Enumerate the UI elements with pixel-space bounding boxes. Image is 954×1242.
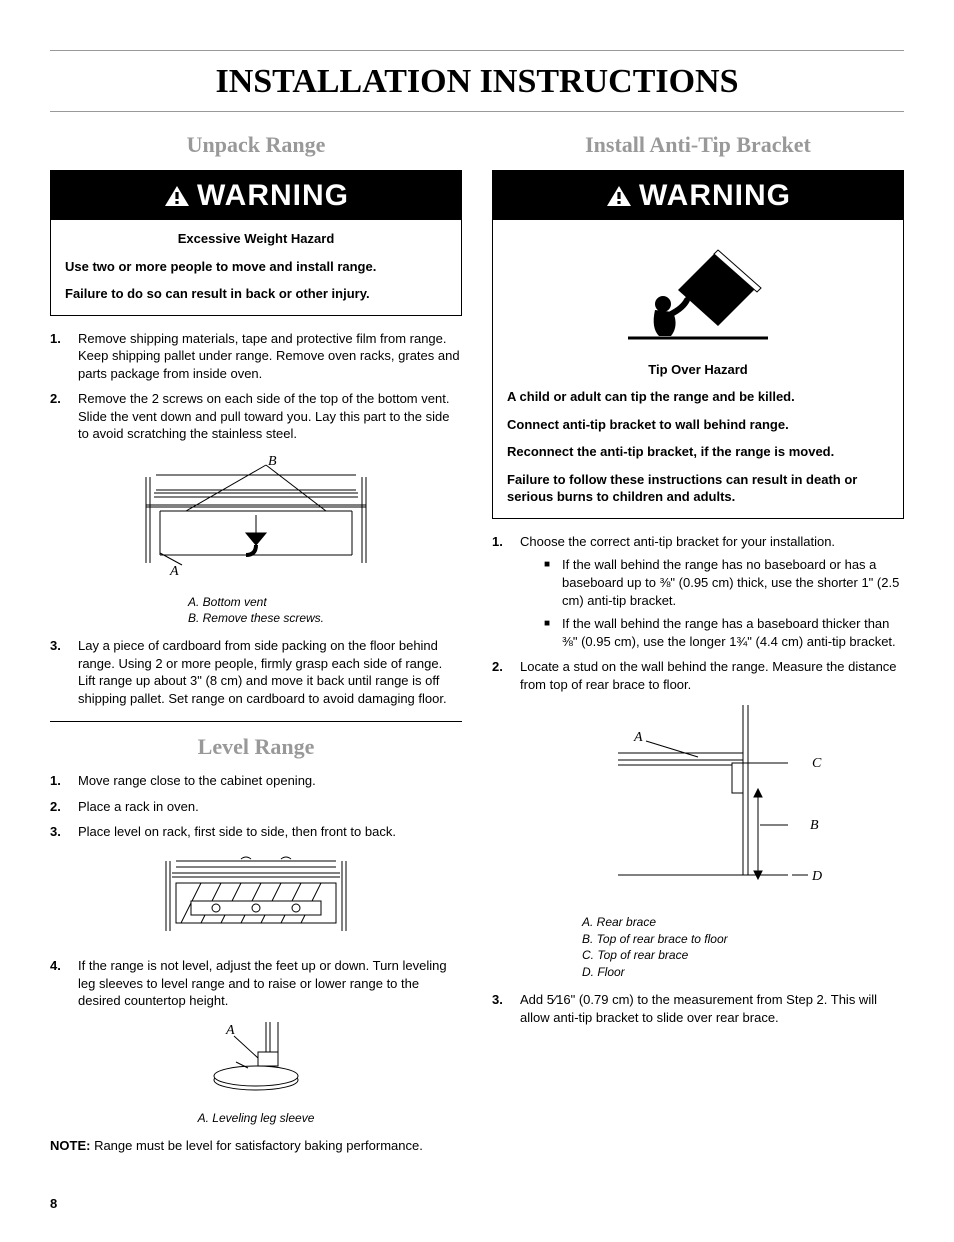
fig3-label-a: A bbox=[225, 1023, 235, 1038]
antitip-step-1: Choose the correct anti-tip bracket for … bbox=[492, 533, 904, 650]
antitip-steps: Choose the correct anti-tip bracket for … bbox=[492, 533, 904, 693]
antitip-steps-cont: Add 5⁄16" (0.79 cm) to the measurement f… bbox=[492, 991, 904, 1026]
page-number: 8 bbox=[50, 1195, 904, 1213]
brace-cap-d: D. Floor bbox=[582, 965, 625, 979]
antitip-bullet-2: If the wall behind the range has a baseb… bbox=[544, 615, 904, 650]
unpack-steps: Remove shipping materials, tape and prot… bbox=[50, 330, 462, 443]
hazard-line-1: Use two or more people to move and insta… bbox=[65, 258, 447, 276]
top-rule bbox=[50, 50, 904, 51]
warning-banner-right: WARNING bbox=[492, 170, 904, 221]
level-range-heading: Level Range bbox=[50, 732, 462, 762]
unpack-step-3: Lay a piece of cardboard from side packi… bbox=[50, 637, 462, 707]
tip-over-illustration bbox=[507, 230, 889, 361]
level-steps: Move range close to the cabinet opening.… bbox=[50, 772, 462, 841]
rear-brace-caption: A. Rear brace B. Top of rear brace to fl… bbox=[582, 914, 728, 981]
svg-text:A: A bbox=[633, 730, 643, 745]
tip-hazard-title: Tip Over Hazard bbox=[507, 361, 889, 379]
bottom-vent-svg: B A bbox=[126, 455, 386, 585]
brace-cap-a: A. Rear brace bbox=[582, 915, 656, 929]
rear-brace-svg: A C B D bbox=[548, 705, 848, 905]
svg-text:C: C bbox=[812, 756, 822, 771]
page-title: INSTALLATION INSTRUCTIONS bbox=[50, 59, 904, 105]
unpack-steps-cont: Lay a piece of cardboard from side packi… bbox=[50, 637, 462, 707]
leveling-leg-svg: A bbox=[186, 1022, 326, 1102]
note-text: Range must be level for satisfactory bak… bbox=[90, 1138, 422, 1153]
level-step-3: Place level on rack, first side to side,… bbox=[50, 823, 462, 841]
unpack-range-heading: Unpack Range bbox=[50, 130, 462, 160]
fig3-caption: A. Leveling leg sleeve bbox=[198, 1110, 315, 1127]
level-step-1: Move range close to the cabinet opening. bbox=[50, 772, 462, 790]
left-column: Unpack Range WARNING Excessive Weight Ha… bbox=[50, 130, 462, 1155]
antitip-step-2: Locate a stud on the wall behind the ran… bbox=[492, 658, 904, 693]
warning-triangle-icon bbox=[163, 184, 191, 208]
unpack-step-1: Remove shipping materials, tape and prot… bbox=[50, 330, 462, 383]
warning-box-left: Excessive Weight Hazard Use two or more … bbox=[50, 220, 462, 316]
hazard-line-2: Failure to do so can result in back or o… bbox=[65, 285, 447, 303]
section-divider bbox=[50, 721, 462, 722]
tip-hazard-1: A child or adult can tip the range and b… bbox=[507, 388, 889, 406]
level-figure bbox=[50, 853, 462, 948]
level-svg bbox=[146, 853, 366, 943]
brace-cap-b: B. Top of rear brace to floor bbox=[582, 932, 728, 946]
anti-tip-heading: Install Anti-Tip Bracket bbox=[492, 130, 904, 160]
level-note: NOTE: Range must be level for satisfacto… bbox=[50, 1137, 462, 1155]
leveling-leg-figure: A A. Leveling leg sleeve bbox=[50, 1022, 462, 1127]
tip-hazard-2: Connect anti-tip bracket to wall behind … bbox=[507, 416, 889, 434]
right-column: Install Anti-Tip Bracket WARNING bbox=[492, 130, 904, 1155]
tip-hazard-4: Failure to follow these instructions can… bbox=[507, 471, 889, 506]
antitip-step-3: Add 5⁄16" (0.79 cm) to the measurement f… bbox=[492, 991, 904, 1026]
two-column-layout: Unpack Range WARNING Excessive Weight Ha… bbox=[50, 130, 904, 1155]
level-step-2: Place a rack in oven. bbox=[50, 798, 462, 816]
antitip-bullets: If the wall behind the range has no base… bbox=[544, 556, 904, 650]
warning-box-right: Tip Over Hazard A child or adult can tip… bbox=[492, 220, 904, 519]
fig1-label-a: A bbox=[169, 564, 179, 579]
warning-banner-left: WARNING bbox=[50, 170, 462, 221]
warning-text-right: WARNING bbox=[639, 176, 791, 217]
bottom-vent-figure: B A A. Bottom vent B. Remove these screw… bbox=[50, 455, 462, 627]
warning-triangle-icon bbox=[605, 184, 633, 208]
hazard-title: Excessive Weight Hazard bbox=[65, 230, 447, 248]
fig1-caption-a: A. Bottom vent bbox=[188, 595, 267, 609]
level-steps-cont: If the range is not level, adjust the fe… bbox=[50, 957, 462, 1010]
title-underline bbox=[50, 111, 904, 112]
level-step-4: If the range is not level, adjust the fe… bbox=[50, 957, 462, 1010]
note-label: NOTE: bbox=[50, 1138, 90, 1153]
antitip-bullet-1: If the wall behind the range has no base… bbox=[544, 556, 904, 609]
warning-text: WARNING bbox=[197, 176, 349, 217]
unpack-step-2: Remove the 2 screws on each side of the … bbox=[50, 390, 462, 443]
svg-text:B: B bbox=[810, 818, 819, 833]
antitip-step-1-text: Choose the correct anti-tip bracket for … bbox=[520, 534, 835, 549]
tip-hazard-3: Reconnect the anti-tip bracket, if the r… bbox=[507, 443, 889, 461]
brace-cap-c: C. Top of rear brace bbox=[582, 948, 688, 962]
fig1-caption-b: B. Remove these screws. bbox=[188, 611, 324, 625]
fig1-label-b: B bbox=[268, 455, 277, 469]
fig1-caption: A. Bottom vent B. Remove these screws. bbox=[188, 594, 324, 628]
rear-brace-figure: A C B D A. Rear brace B. Top of rear bra… bbox=[492, 705, 904, 981]
svg-text:D: D bbox=[811, 869, 822, 884]
